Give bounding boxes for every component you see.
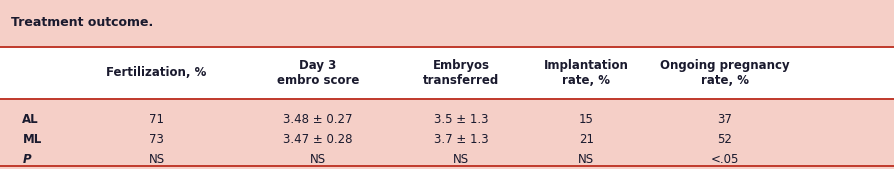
Text: NS: NS [452, 153, 468, 166]
Text: NS: NS [309, 153, 325, 166]
Text: Embryos
transferred: Embryos transferred [422, 59, 499, 87]
Text: <.05: <.05 [710, 153, 738, 166]
Text: P: P [22, 153, 31, 166]
Text: 37: 37 [717, 113, 731, 126]
Text: Treatment outcome.: Treatment outcome. [11, 16, 153, 29]
Text: 71: 71 [149, 113, 164, 126]
Text: 15: 15 [578, 113, 593, 126]
Text: Day 3
embro score: Day 3 embro score [276, 59, 358, 87]
Text: Implantation
rate, %: Implantation rate, % [544, 59, 628, 87]
Text: AL: AL [22, 113, 39, 126]
Text: 52: 52 [717, 133, 731, 146]
FancyBboxPatch shape [0, 47, 894, 99]
Text: ML: ML [22, 133, 42, 146]
Text: 73: 73 [149, 133, 164, 146]
Text: Fertilization, %: Fertilization, % [106, 66, 207, 79]
Text: NS: NS [578, 153, 594, 166]
Text: 3.5 ± 1.3: 3.5 ± 1.3 [434, 113, 487, 126]
Text: 3.48 ± 0.27: 3.48 ± 0.27 [283, 113, 352, 126]
Text: Ongoing pregnancy
rate, %: Ongoing pregnancy rate, % [660, 59, 789, 87]
Text: 3.7 ± 1.3: 3.7 ± 1.3 [433, 133, 488, 146]
Text: NS: NS [148, 153, 164, 166]
Text: 21: 21 [578, 133, 593, 146]
Text: 3.47 ± 0.28: 3.47 ± 0.28 [283, 133, 352, 146]
